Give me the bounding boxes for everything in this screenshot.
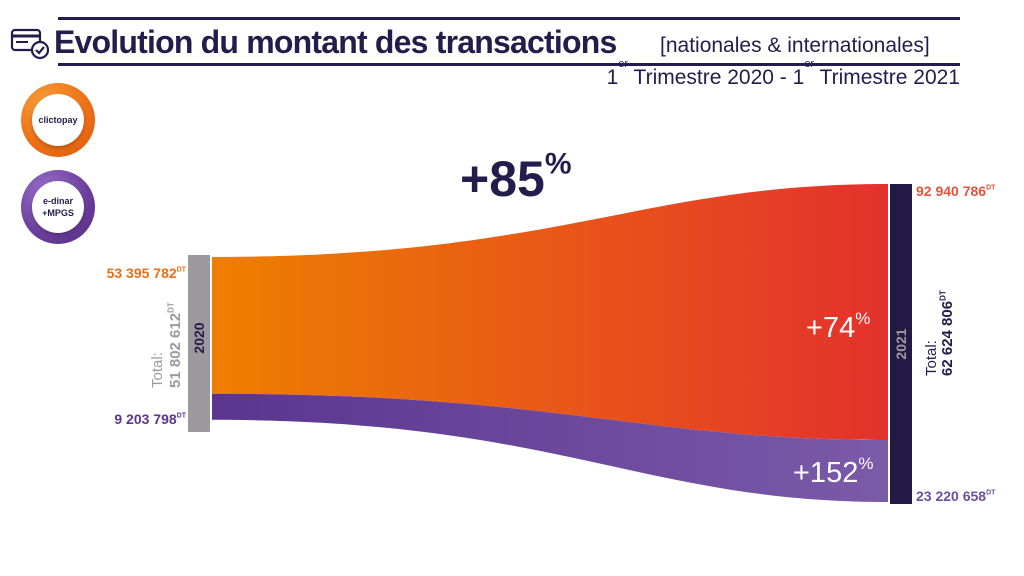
value-clictopay-2020: 53 395 782DT <box>107 265 187 281</box>
bar-2021 <box>890 184 912 504</box>
value-edinar-2020: 9 203 798DT <box>114 411 186 427</box>
clictopay-badge-label: clictopay <box>32 94 84 146</box>
bottom-rule <box>58 63 960 66</box>
total-2020-label: Total: <box>149 352 166 388</box>
bar-2020 <box>188 255 210 432</box>
growth-edinar: +152% <box>793 454 873 489</box>
total-2021-value: 62 624 806DT <box>938 290 956 376</box>
page-title: Evolution du montant des transactions <box>54 24 617 60</box>
edinar-badge-label: e-dinar +MPGS <box>32 181 84 233</box>
flow-clictopay <box>212 184 888 440</box>
clictopay-badge: clictopay <box>21 83 95 157</box>
period-label: 1er Trimestre 2020 - 1er Trimestre 2021 <box>606 58 960 89</box>
flow-edinar <box>212 393 888 502</box>
top-rule <box>58 17 960 20</box>
total-2021-label: Total: <box>923 340 940 376</box>
total-2020-value: 51 802 612DT <box>166 302 184 388</box>
year-label-2020: 2020 <box>191 322 207 353</box>
year-label-2021: 2021 <box>893 328 909 359</box>
card-check-icon <box>10 28 50 60</box>
growth-clictopay: +74% <box>806 309 870 344</box>
total-growth-label: +85% <box>460 148 572 208</box>
page-subtitle: [nationales & internationales] <box>660 34 930 57</box>
value-clictopay-2021: 92 940 786DT <box>916 183 996 199</box>
edinar-badge: e-dinar +MPGS <box>21 170 95 244</box>
value-edinar-2021: 23 220 658DT <box>916 488 996 504</box>
